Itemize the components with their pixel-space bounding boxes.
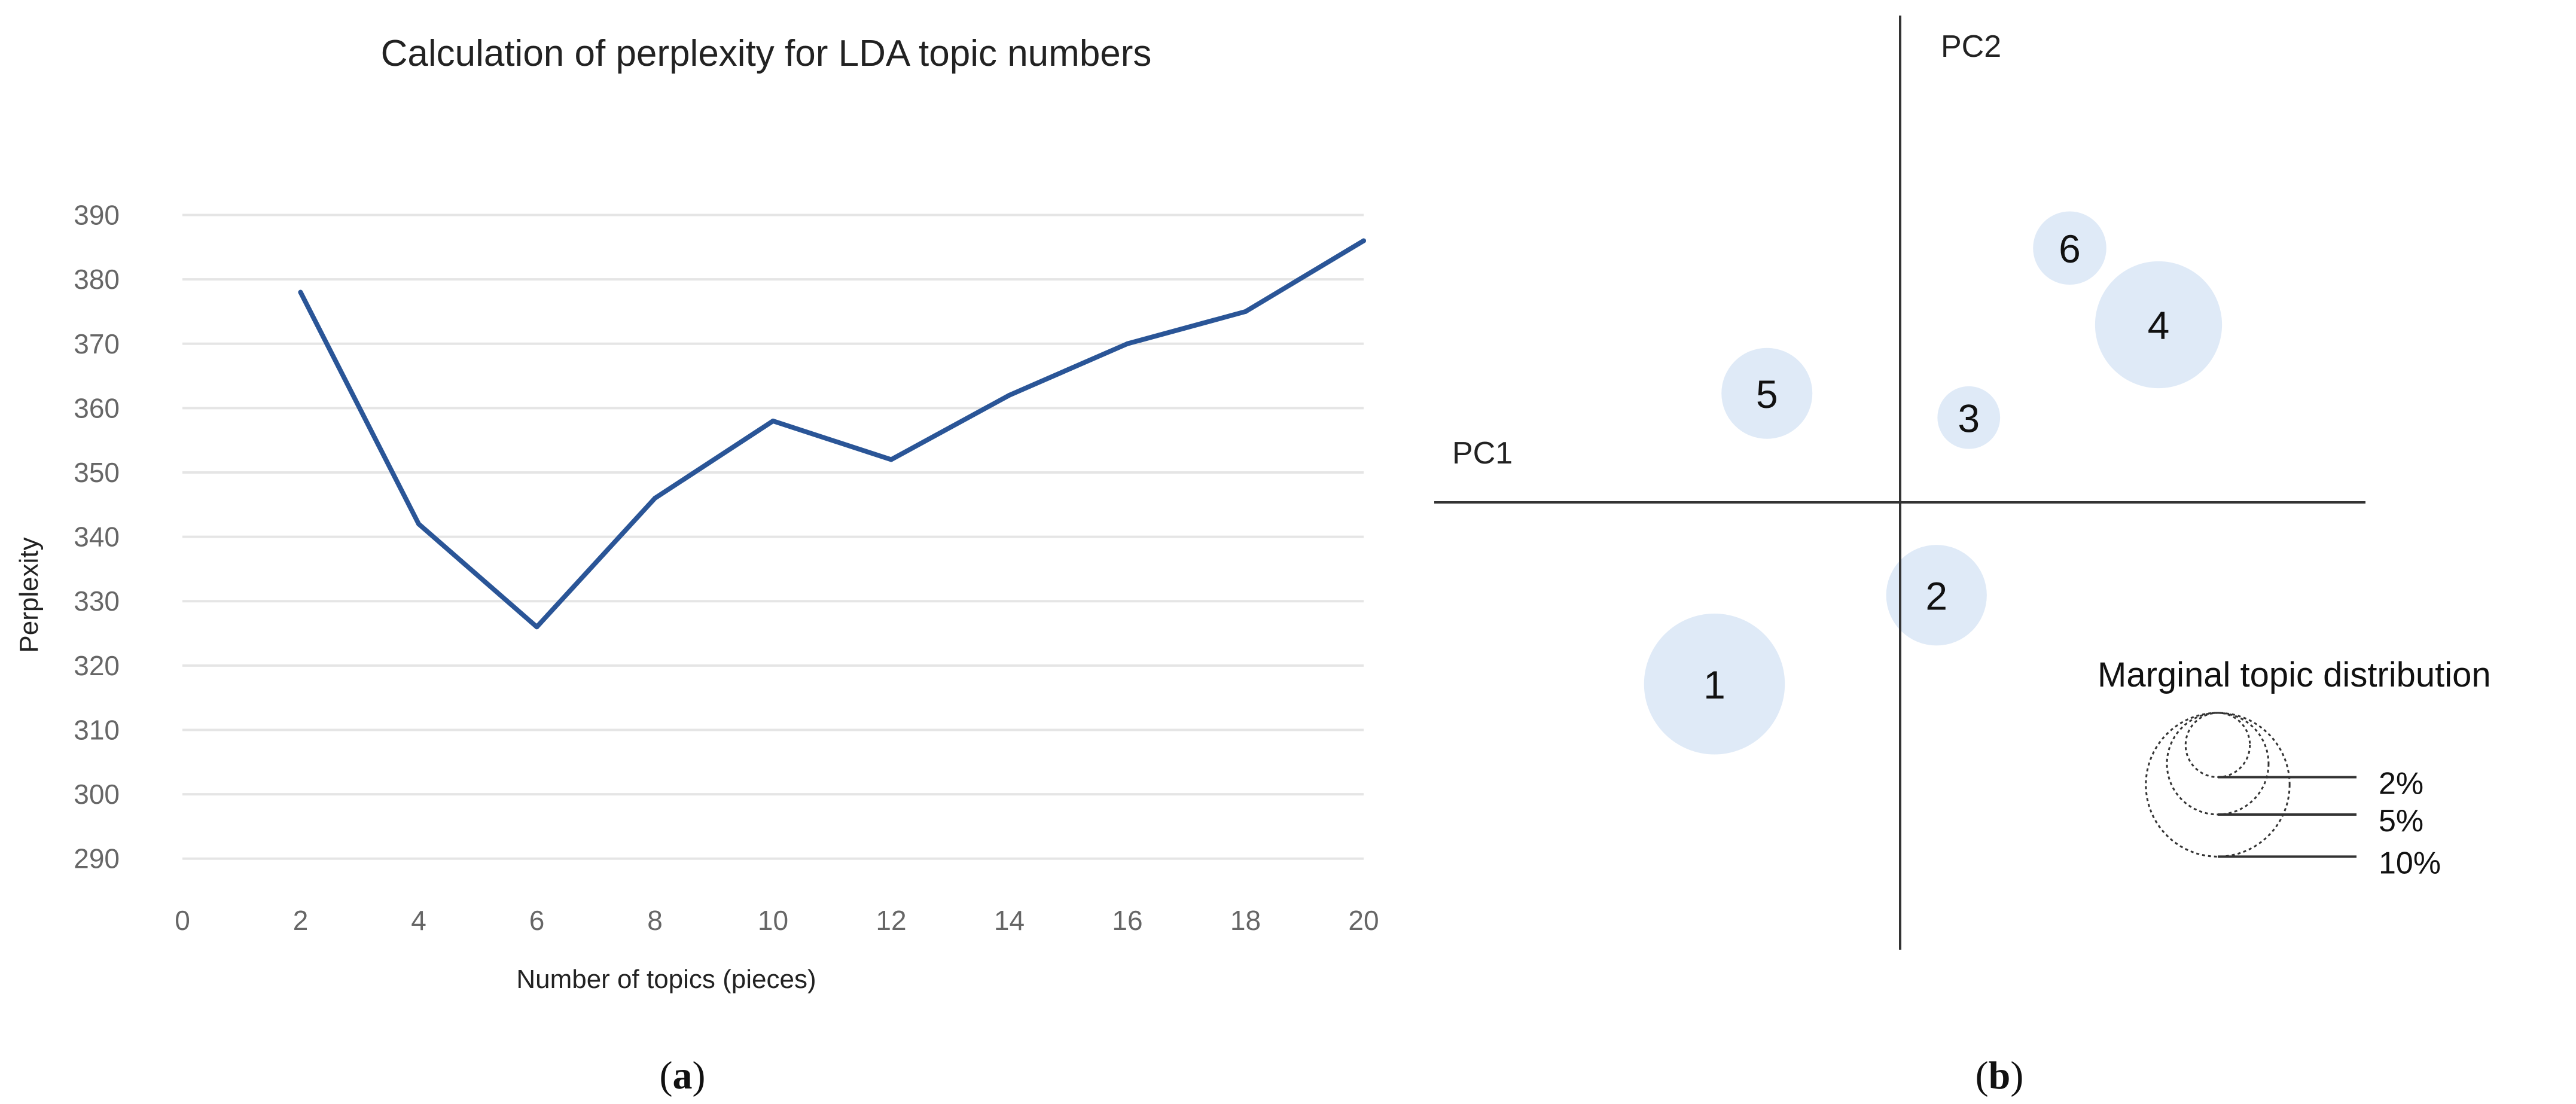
- x-tick-label: 12: [876, 905, 906, 936]
- pc1-label: PC1: [1452, 436, 1513, 471]
- topic-label-6: 6: [2059, 227, 2081, 271]
- perplexity-line: [298, 238, 1366, 630]
- y-axis-label: Perplexity: [14, 537, 44, 652]
- legend-title: Marginal topic distribution: [2098, 655, 2491, 694]
- topic-label-4: 4: [2148, 303, 2170, 347]
- legend-label-2: 2%: [2379, 766, 2423, 801]
- x-tick-label: 0: [175, 905, 190, 936]
- topic-bubble-map: PC1 PC2 1 2 3 4 5 6 Marginal topic distributi…: [1434, 16, 2491, 950]
- x-tick-labels: 0 2 4 6 8 10 12 14 16 18 20: [175, 905, 1379, 936]
- topic-label-1: 1: [1703, 663, 1726, 707]
- y-tick-label: 310: [74, 714, 120, 745]
- y-tick-label: 290: [74, 843, 120, 874]
- x-axis-label: Number of topics (pieces): [516, 965, 816, 994]
- x-tick-label: 10: [758, 905, 788, 936]
- legend-label-5: 5%: [2379, 804, 2423, 838]
- x-tick-label: 14: [994, 905, 1025, 936]
- caption-b: (b): [1976, 1054, 2024, 1097]
- caption-a-letter: a: [673, 1054, 693, 1097]
- caption-a-open: (: [660, 1054, 673, 1097]
- x-tick-label: 8: [647, 905, 663, 936]
- topic-bubble-4: [2095, 261, 2223, 389]
- topic-label-2: 2: [1925, 574, 1947, 618]
- data-point: [889, 457, 894, 462]
- perplexity-series: [298, 238, 1366, 630]
- legend-circle-10: [2145, 712, 2291, 858]
- gridlines: [182, 214, 1364, 860]
- topic-bubbles: [1644, 211, 2223, 755]
- caption-a-close: ): [693, 1054, 706, 1097]
- x-tick-label: 6: [529, 905, 545, 936]
- x-tick-label: 18: [1230, 905, 1261, 936]
- y-tick-label: 380: [74, 264, 120, 295]
- legend-label-10: 10%: [2379, 846, 2441, 880]
- topic-bubble-3: [1937, 386, 2001, 449]
- data-point: [1243, 309, 1248, 314]
- topic-bubble-labels: 1 2 3 4 5 6: [1703, 227, 2169, 707]
- data-point: [416, 521, 421, 527]
- size-legend: Marginal topic distribution 2%5% 10%: [2098, 655, 2491, 880]
- y-tick-label: 360: [74, 392, 120, 423]
- perplexity-line-chart: Calculation of perplexity for LDA topic …: [14, 33, 1379, 994]
- legend-circles: 2%5% 10%: [2145, 712, 2441, 880]
- legend-circle-5: [2166, 712, 2270, 816]
- data-point: [1007, 392, 1012, 398]
- caption-b-open: (: [1976, 1054, 1989, 1097]
- topic-label-3: 3: [1958, 396, 1980, 440]
- caption-b-close: ): [2010, 1054, 2023, 1097]
- data-point: [298, 289, 303, 295]
- caption-b-letter: b: [1989, 1054, 2011, 1097]
- pc2-label: PC2: [1941, 29, 2001, 64]
- data-point: [770, 418, 776, 423]
- y-tick-label: 390: [74, 200, 120, 231]
- x-tick-label: 16: [1112, 905, 1142, 936]
- topic-bubble-6: [2033, 211, 2106, 285]
- topic-bubble-1: [1644, 614, 1785, 755]
- topic-label-5: 5: [1756, 372, 1778, 416]
- y-tick-label: 330: [74, 585, 120, 617]
- x-tick-label: 20: [1348, 905, 1379, 936]
- topic-bubble-2: [1886, 545, 1987, 646]
- data-point: [534, 624, 539, 630]
- y-tick-labels: 290 300 310 320 330 340 350 360 370 380 390: [74, 200, 120, 874]
- data-point: [1361, 238, 1366, 243]
- caption-a: (a): [660, 1054, 706, 1097]
- y-tick-label: 320: [74, 650, 120, 681]
- y-tick-label: 370: [74, 328, 120, 359]
- y-tick-label: 340: [74, 521, 120, 553]
- topic-bubble-5: [1721, 347, 1813, 439]
- chart-title: Calculation of perplexity for LDA topic …: [381, 33, 1152, 74]
- x-tick-label: 2: [293, 905, 309, 936]
- legend-circle-2: [2184, 712, 2251, 778]
- y-tick-label: 300: [74, 779, 120, 810]
- x-tick-label: 4: [411, 905, 426, 936]
- y-tick-label: 350: [74, 457, 120, 488]
- data-point: [653, 496, 657, 501]
- data-point: [1125, 341, 1130, 346]
